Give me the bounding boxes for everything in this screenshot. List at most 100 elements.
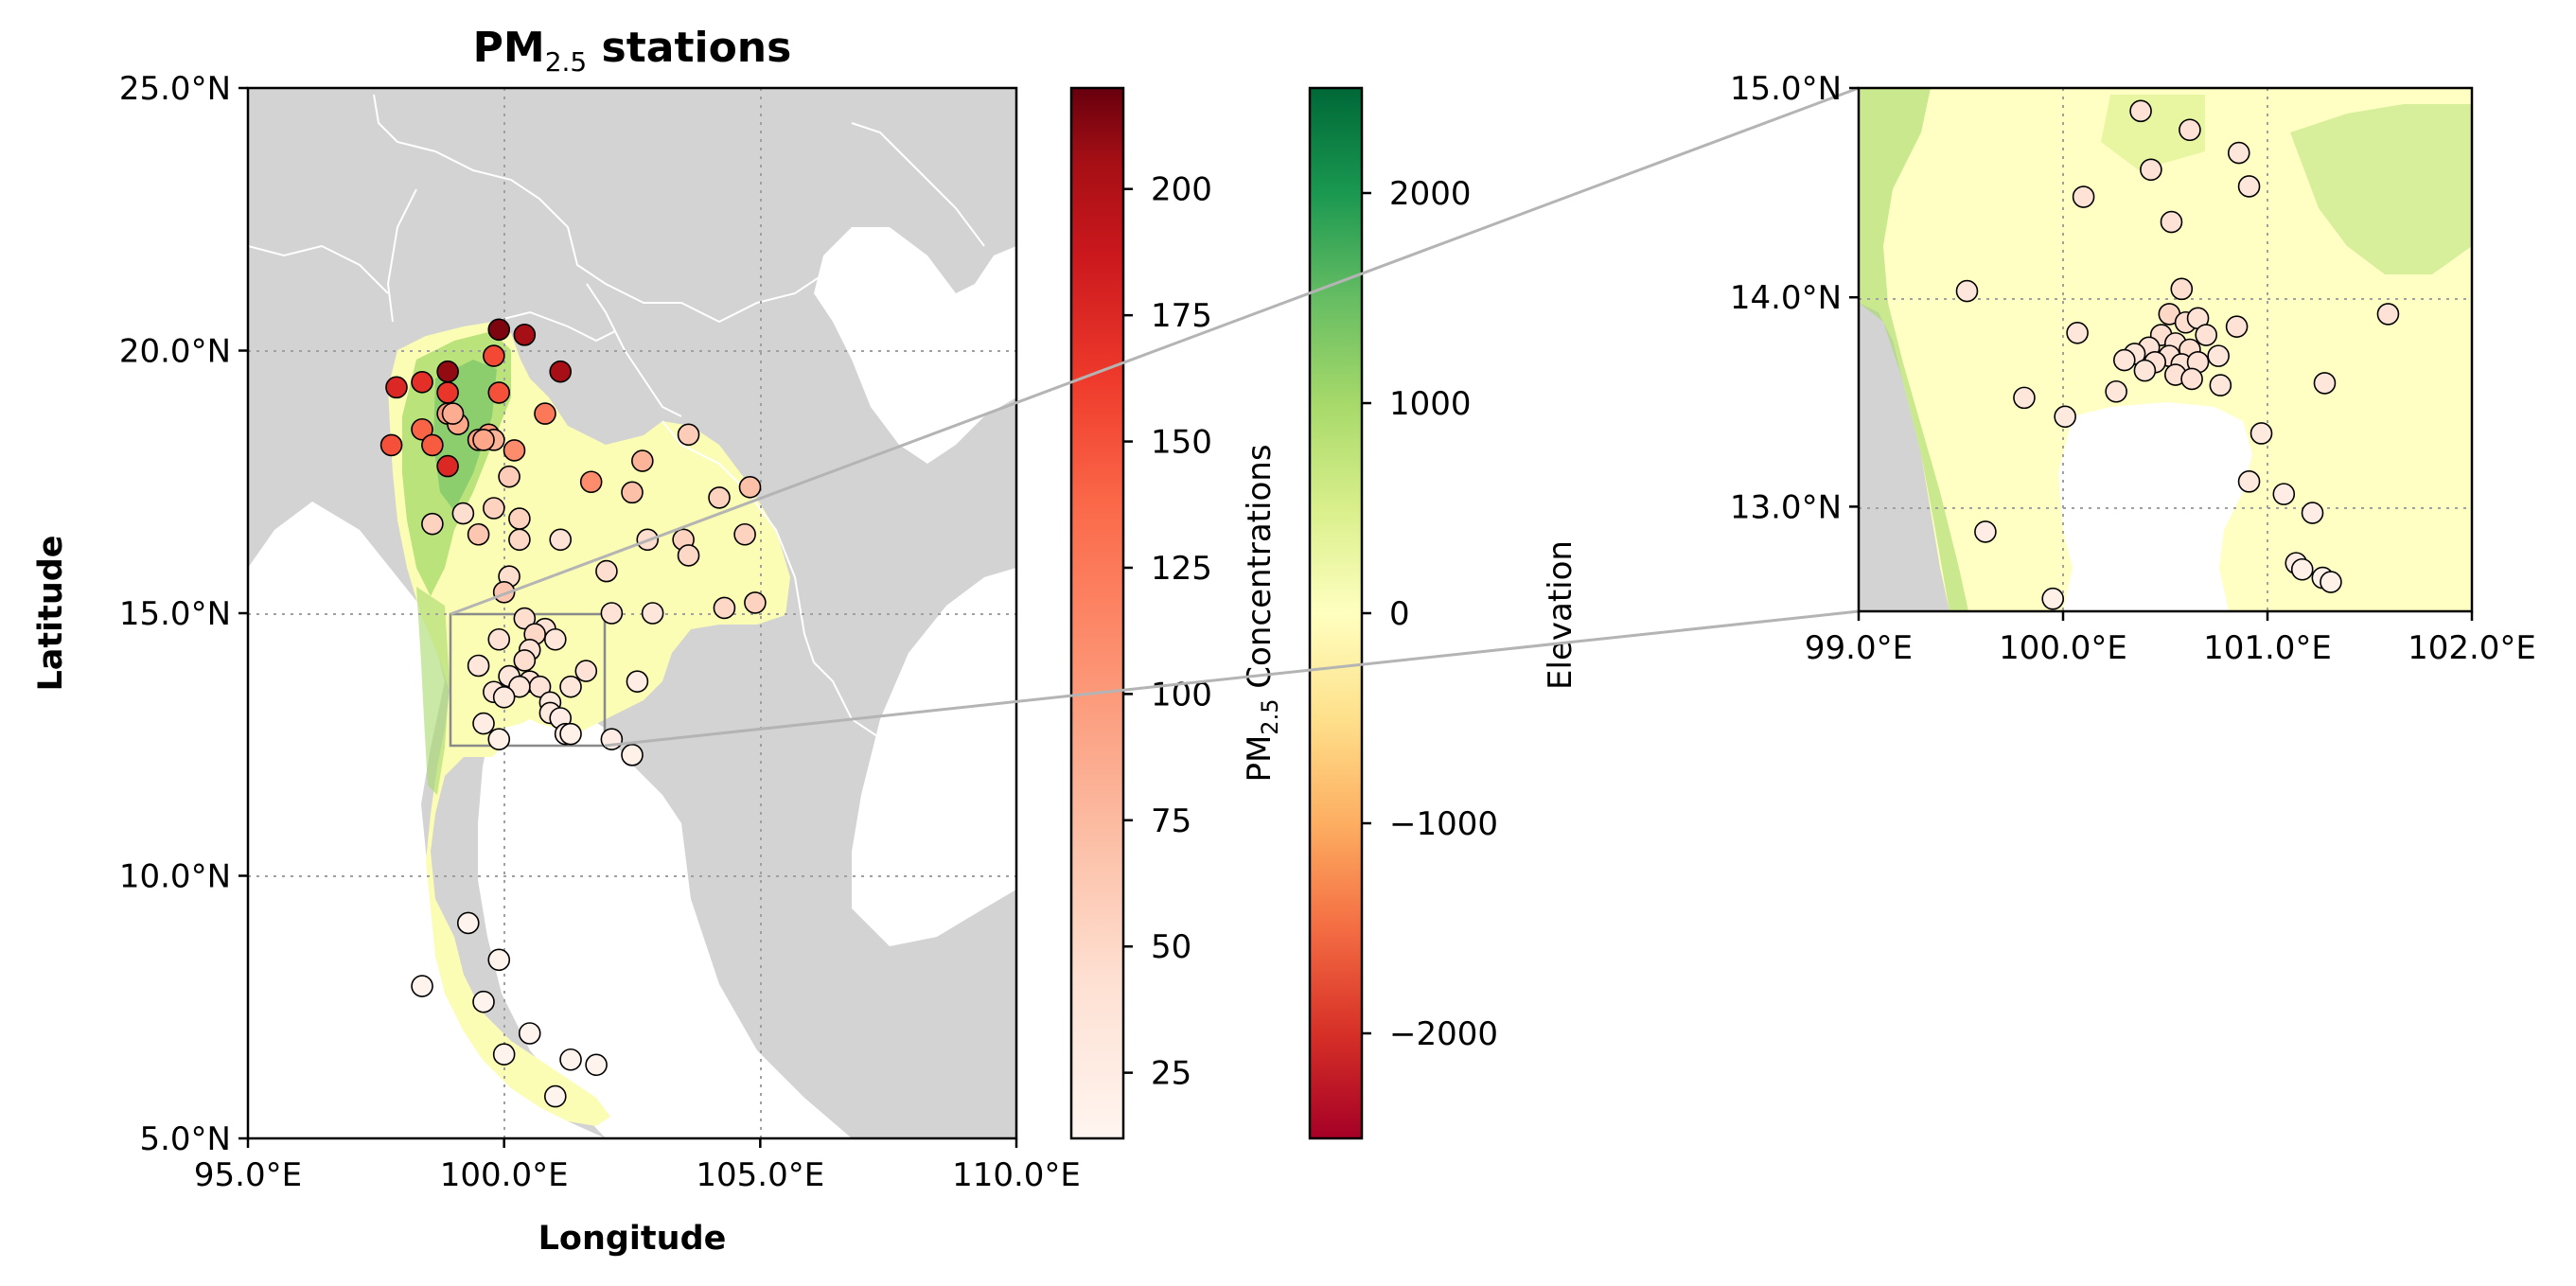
gulf-of-tonkin [814, 227, 1016, 464]
y-tick-label: 25.0°N [119, 70, 231, 108]
station-marker [421, 512, 444, 536]
elevation-tick-label: 0 [1389, 595, 1410, 633]
station-marker [534, 402, 556, 425]
pm25-tick-label: 175 [1151, 297, 1212, 335]
elevation-tick-label: −2000 [1389, 1015, 1498, 1053]
pm25-tick-label: 75 [1151, 802, 1191, 840]
station-marker [472, 990, 495, 1013]
station-marker [411, 417, 433, 441]
station-marker [421, 433, 444, 457]
main-y-ticks: 5.0°N 10.0°N 15.0°N 20.0°N 25.0°N [119, 70, 248, 1158]
station-marker [492, 685, 516, 709]
station-marker [379, 433, 403, 457]
inset-station-marker [2237, 470, 2261, 493]
station-marker [411, 975, 433, 997]
x-tick-label: 100.0°E [440, 1156, 569, 1194]
station-marker [626, 670, 649, 693]
elevation-tick-label: 2000 [1389, 175, 1472, 213]
inset-x-tick-label: 99.0°E [1805, 629, 1913, 667]
station-marker [549, 528, 573, 552]
inset-station-marker [1955, 279, 1979, 303]
station-marker [543, 1084, 567, 1108]
station-marker [436, 381, 459, 404]
elevation-tick-label: 1000 [1389, 385, 1472, 423]
inset-station-marker [2072, 185, 2095, 208]
station-marker [677, 423, 700, 447]
station-marker [436, 360, 459, 383]
elevation-colorbar-ticks: −2000 −1000 0 1000 2000 [1362, 175, 1498, 1053]
y-tick-label: 5.0°N [139, 1120, 231, 1158]
inset-station-marker [2195, 324, 2217, 346]
station-marker [621, 744, 644, 766]
station-marker [483, 344, 505, 367]
inset-y-tick-label: 15.0°N [1730, 70, 1842, 108]
station-marker [411, 370, 433, 394]
station-marker [472, 712, 495, 735]
country-borders [248, 94, 985, 739]
sea-area [248, 502, 606, 1138]
inset-x-ticks: 99.0°E 100.0°E 101.0°E 102.0°E [1805, 611, 2536, 667]
inset-west-ridge [1859, 88, 1968, 611]
inset-map-frame [1857, 86, 2474, 613]
inset-station-marker [2376, 303, 2400, 326]
inset-station-marker [2179, 118, 2201, 142]
station-marker [456, 911, 480, 935]
inset-station-marker [2225, 315, 2249, 338]
inset-station-marker [2129, 99, 2152, 123]
station-marker [713, 596, 736, 620]
inset-station-marker [2209, 374, 2232, 396]
station-marker [451, 502, 475, 525]
station-marker [487, 728, 511, 751]
inset-station-marker [2170, 277, 2194, 301]
pm25-tick-label: 200 [1151, 171, 1212, 209]
inset-station-marker [2013, 386, 2036, 410]
inset-station-marker [2272, 483, 2296, 505]
station-marker [472, 429, 495, 451]
x-tick-label: 110.0°E [952, 1156, 1081, 1194]
station-marker [508, 507, 531, 530]
elevation-colorbar-label: Elevation [1542, 540, 1579, 690]
station-marker [487, 948, 511, 972]
station-marker [508, 528, 531, 552]
y-tick-label: 15.0°N [119, 595, 231, 633]
inset-station-marker [2133, 359, 2157, 382]
station-marker [518, 1022, 541, 1045]
inset-y-tick-label: 14.0°N [1730, 279, 1842, 317]
inset-station-marker [2113, 348, 2136, 372]
station-marker [467, 654, 490, 678]
y-axis-title: Latitude [32, 535, 70, 691]
station-marker [492, 1043, 516, 1066]
inset-station-marker [2066, 322, 2089, 344]
inset-west-gray [1859, 303, 1950, 611]
y-tick-label: 20.0°N [119, 333, 231, 371]
station-marker [585, 1053, 608, 1077]
station-marker [559, 675, 582, 698]
inset-x-tick-label: 101.0°E [2203, 629, 2332, 667]
inset-station-marker [2180, 367, 2203, 391]
pm25-tick-label: 25 [1151, 1055, 1191, 1093]
main-map: 95.0°E 100.0°E 105.0°E 110.0°E 5.0°N 10.0°N 1… [32, 24, 1081, 1258]
inset-station-marker [2105, 379, 2127, 403]
main-map-title: PM2.5 stations [473, 24, 792, 78]
inset-station-marker [2313, 372, 2337, 395]
station-marker [631, 449, 654, 472]
inset-map: 99.0°E 100.0°E 101.0°E 102.0°E 13.0°N 14.0°N… [1730, 70, 2536, 667]
inset-x-tick-label: 100.0°E [1999, 629, 2127, 667]
pm25-tick-label: 50 [1151, 928, 1191, 966]
inset-station-marker [2160, 210, 2183, 234]
station-marker [385, 376, 408, 399]
main-gridlines [248, 88, 1016, 1138]
pm25-tick-label: 125 [1151, 550, 1212, 588]
station-marker [559, 722, 582, 746]
pm25-colorbar-label: PM2.5 Concentrations [1241, 444, 1283, 782]
station-marker [708, 486, 731, 509]
station-marker [559, 1048, 582, 1071]
inset-station-marker [2237, 175, 2261, 198]
station-marker [513, 649, 537, 672]
station-marker [744, 591, 767, 614]
inset-station-marker [2301, 502, 2324, 524]
station-marker [677, 544, 700, 567]
